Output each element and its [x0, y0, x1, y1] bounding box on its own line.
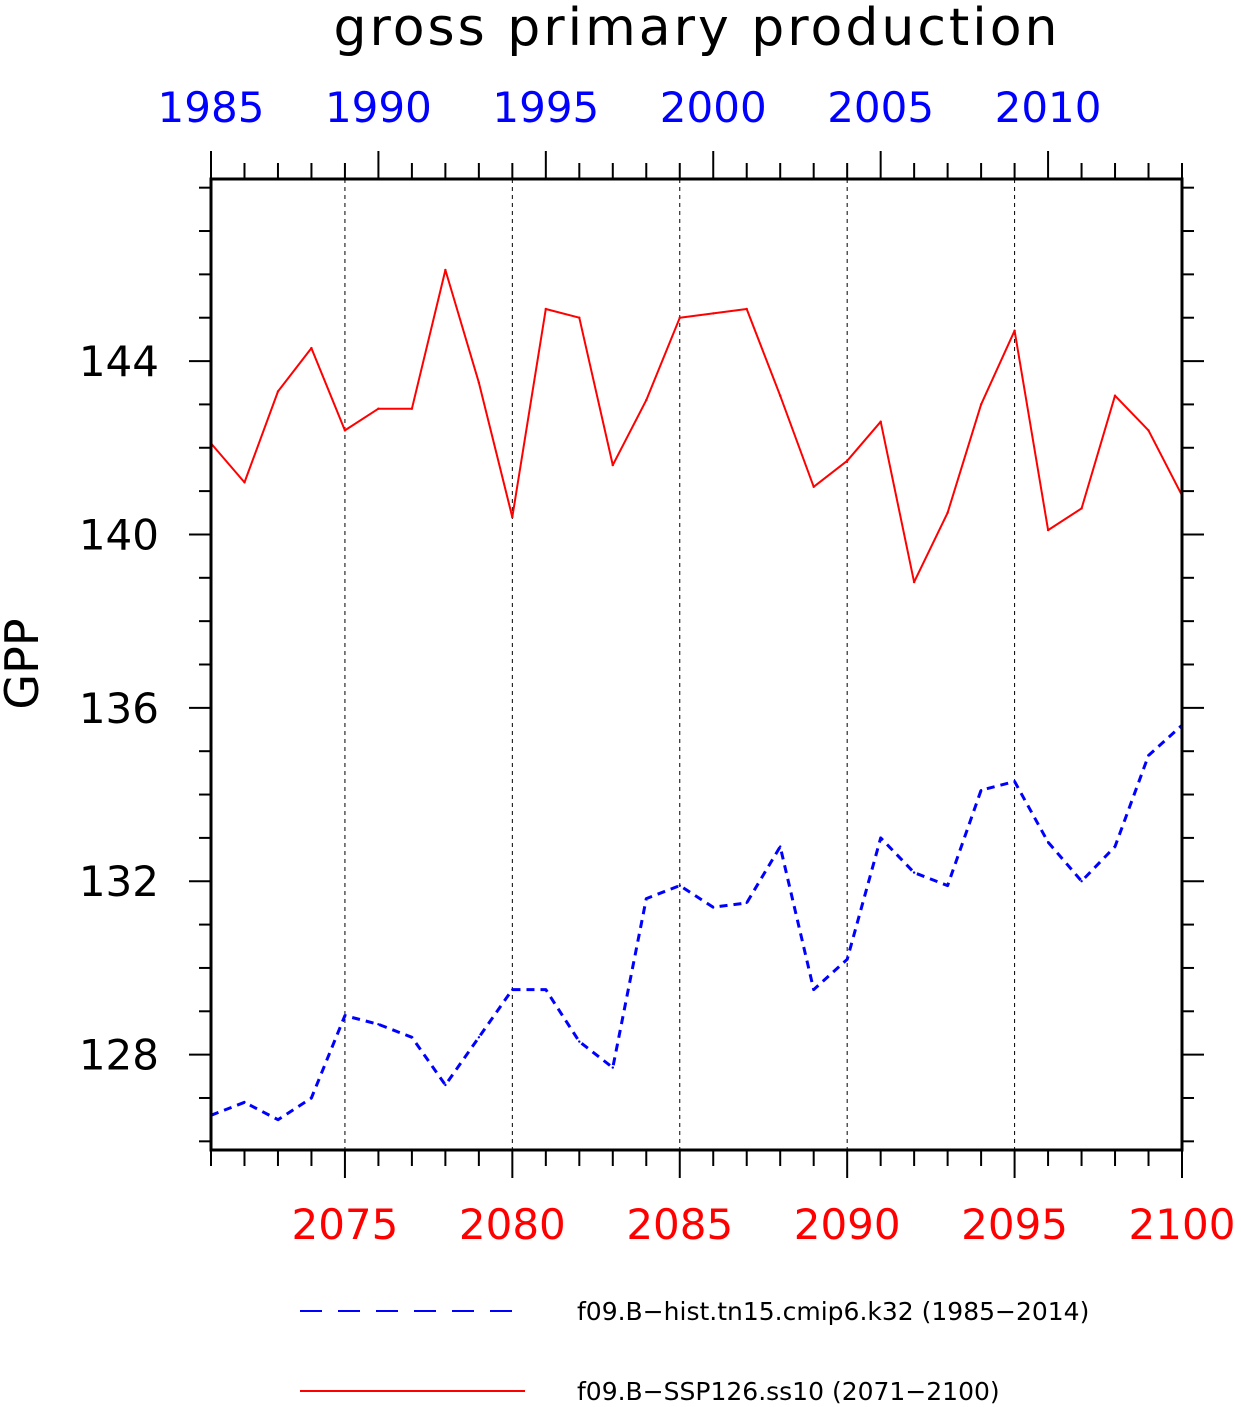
x-top-label-1990: 1990: [325, 83, 432, 132]
series-0-point-2013: [1147, 754, 1150, 757]
x-bottom-label-2085: 2085: [626, 1200, 733, 1249]
series-1-point-2092: [912, 580, 916, 584]
y-axis-label: GPP: [0, 618, 49, 709]
x-bottom-label-2075: 2075: [291, 1200, 398, 1249]
series-0-point-2005: [879, 836, 882, 840]
series-1-point-2081: [544, 307, 547, 311]
series-0-point-1996: [578, 1040, 581, 1043]
series-1-point-2086: [712, 312, 715, 315]
series-0-point-1994: [511, 988, 514, 991]
series-1-point-2075: [343, 429, 347, 432]
series-0-point-1990: [377, 1023, 380, 1026]
series-1-point-2095: [1013, 329, 1016, 332]
series-0-point-2009: [1013, 780, 1016, 783]
series-line-0: [210, 724, 1184, 1122]
x-top-label-2000: 2000: [660, 83, 767, 132]
series-0-point-2012: [1113, 845, 1117, 848]
bottom-x-tick-labels: 2075 2080 2085 2090 2095 2100: [291, 1200, 1235, 1249]
series-1-point-2089: [812, 485, 815, 488]
x-top-label-1985: 1985: [158, 83, 265, 132]
chart-title: gross primary production: [333, 0, 1060, 58]
legend-label-ssp: f09.B−SSP126.ss10 (2071−2100): [577, 1377, 1000, 1406]
series-1-point-2096: [1046, 528, 1050, 532]
legend: f09.B−hist.tn15.cmip6.k32 (1985−2014) f0…: [300, 1297, 1089, 1406]
x-bottom-label-2100: 2100: [1129, 1200, 1236, 1249]
series-0-point-1998: [645, 897, 648, 900]
series-1-point-2078: [444, 268, 447, 272]
series-1-point-2080: [511, 515, 514, 519]
series-1-point-2084: [645, 398, 648, 402]
legend-label-hist: f09.B−hist.tn15.cmip6.k32 (1985−2014): [577, 1297, 1089, 1326]
x-top-label-1995: 1995: [492, 83, 599, 132]
series-1-point-2088: [779, 394, 782, 397]
series-1-point-2091: [879, 420, 882, 423]
y-tick-label-136: 136: [79, 684, 159, 733]
series-1-point-2076: [377, 407, 380, 410]
series-0-point-1986: [243, 1101, 246, 1104]
series-1-point-2085: [678, 316, 681, 319]
y-tick-label-144: 144: [79, 337, 159, 386]
series-1-point-2090: [846, 459, 849, 462]
series-0-point-2004: [846, 958, 849, 961]
series-0-point-2006: [912, 871, 916, 874]
x-top-label-2005: 2005: [827, 83, 934, 132]
series-0-point-1995: [544, 988, 547, 991]
series-0-point-2001: [745, 901, 748, 905]
series-0-point-2007: [946, 884, 949, 887]
y-tick-label-140: 140: [79, 510, 159, 559]
series-1-point-2097: [1080, 507, 1083, 510]
series-1-point-2074: [310, 346, 313, 350]
series-1-point-2079: [477, 381, 481, 384]
series-1-point-2077: [410, 407, 414, 410]
x-bottom-label-2080: 2080: [459, 1200, 566, 1249]
series-0-point-1999: [678, 884, 681, 887]
series-0-point-1991: [410, 1036, 414, 1039]
series-0-point-2010: [1046, 841, 1050, 844]
series-0-point-2000: [712, 906, 715, 909]
y-tick-label-132: 132: [79, 857, 159, 906]
y-tick-labels: 128 132 136 140 144: [79, 337, 159, 1080]
series-1-point-2082: [578, 316, 581, 319]
series-1-point-2087: [745, 307, 748, 311]
series-1-point-2098: [1113, 394, 1117, 397]
x-bottom-label-2090: 2090: [794, 1200, 901, 1249]
plot-frame: [209, 177, 1184, 1152]
series-0-point-1987: [276, 1118, 280, 1121]
series-0-point-1989: [343, 1014, 347, 1017]
series-0-point-1992: [444, 1083, 447, 1087]
x-top-label-2010: 2010: [995, 83, 1102, 132]
series-1-point-2099: [1147, 429, 1150, 432]
series-0-point-2002: [779, 845, 782, 848]
series-0-point-1988: [310, 1096, 313, 1100]
x-bottom-label-2095: 2095: [961, 1200, 1068, 1249]
series-1-point-2093: [946, 511, 949, 514]
axes: [189, 151, 1204, 1178]
series-1-point-2094: [979, 403, 983, 406]
series-0-point-1993: [477, 1036, 481, 1039]
series-1-point-2083: [611, 463, 614, 467]
series-1-point-2073: [276, 390, 280, 393]
series-0-point-2008: [979, 789, 983, 792]
series-1-point-2072: [243, 481, 246, 484]
series-0-point-2003: [812, 988, 815, 991]
series-line-1: [210, 269, 1183, 584]
vertical-gridlines: [344, 179, 1016, 1150]
series-0-point-1997: [611, 1066, 614, 1069]
y-tick-label-128: 128: [79, 1031, 159, 1080]
top-x-tick-labels: 1985 1990 1995 2000 2005 2010: [158, 83, 1102, 132]
series-layer: [209, 268, 1184, 1122]
series-0-point-2011: [1080, 880, 1083, 883]
